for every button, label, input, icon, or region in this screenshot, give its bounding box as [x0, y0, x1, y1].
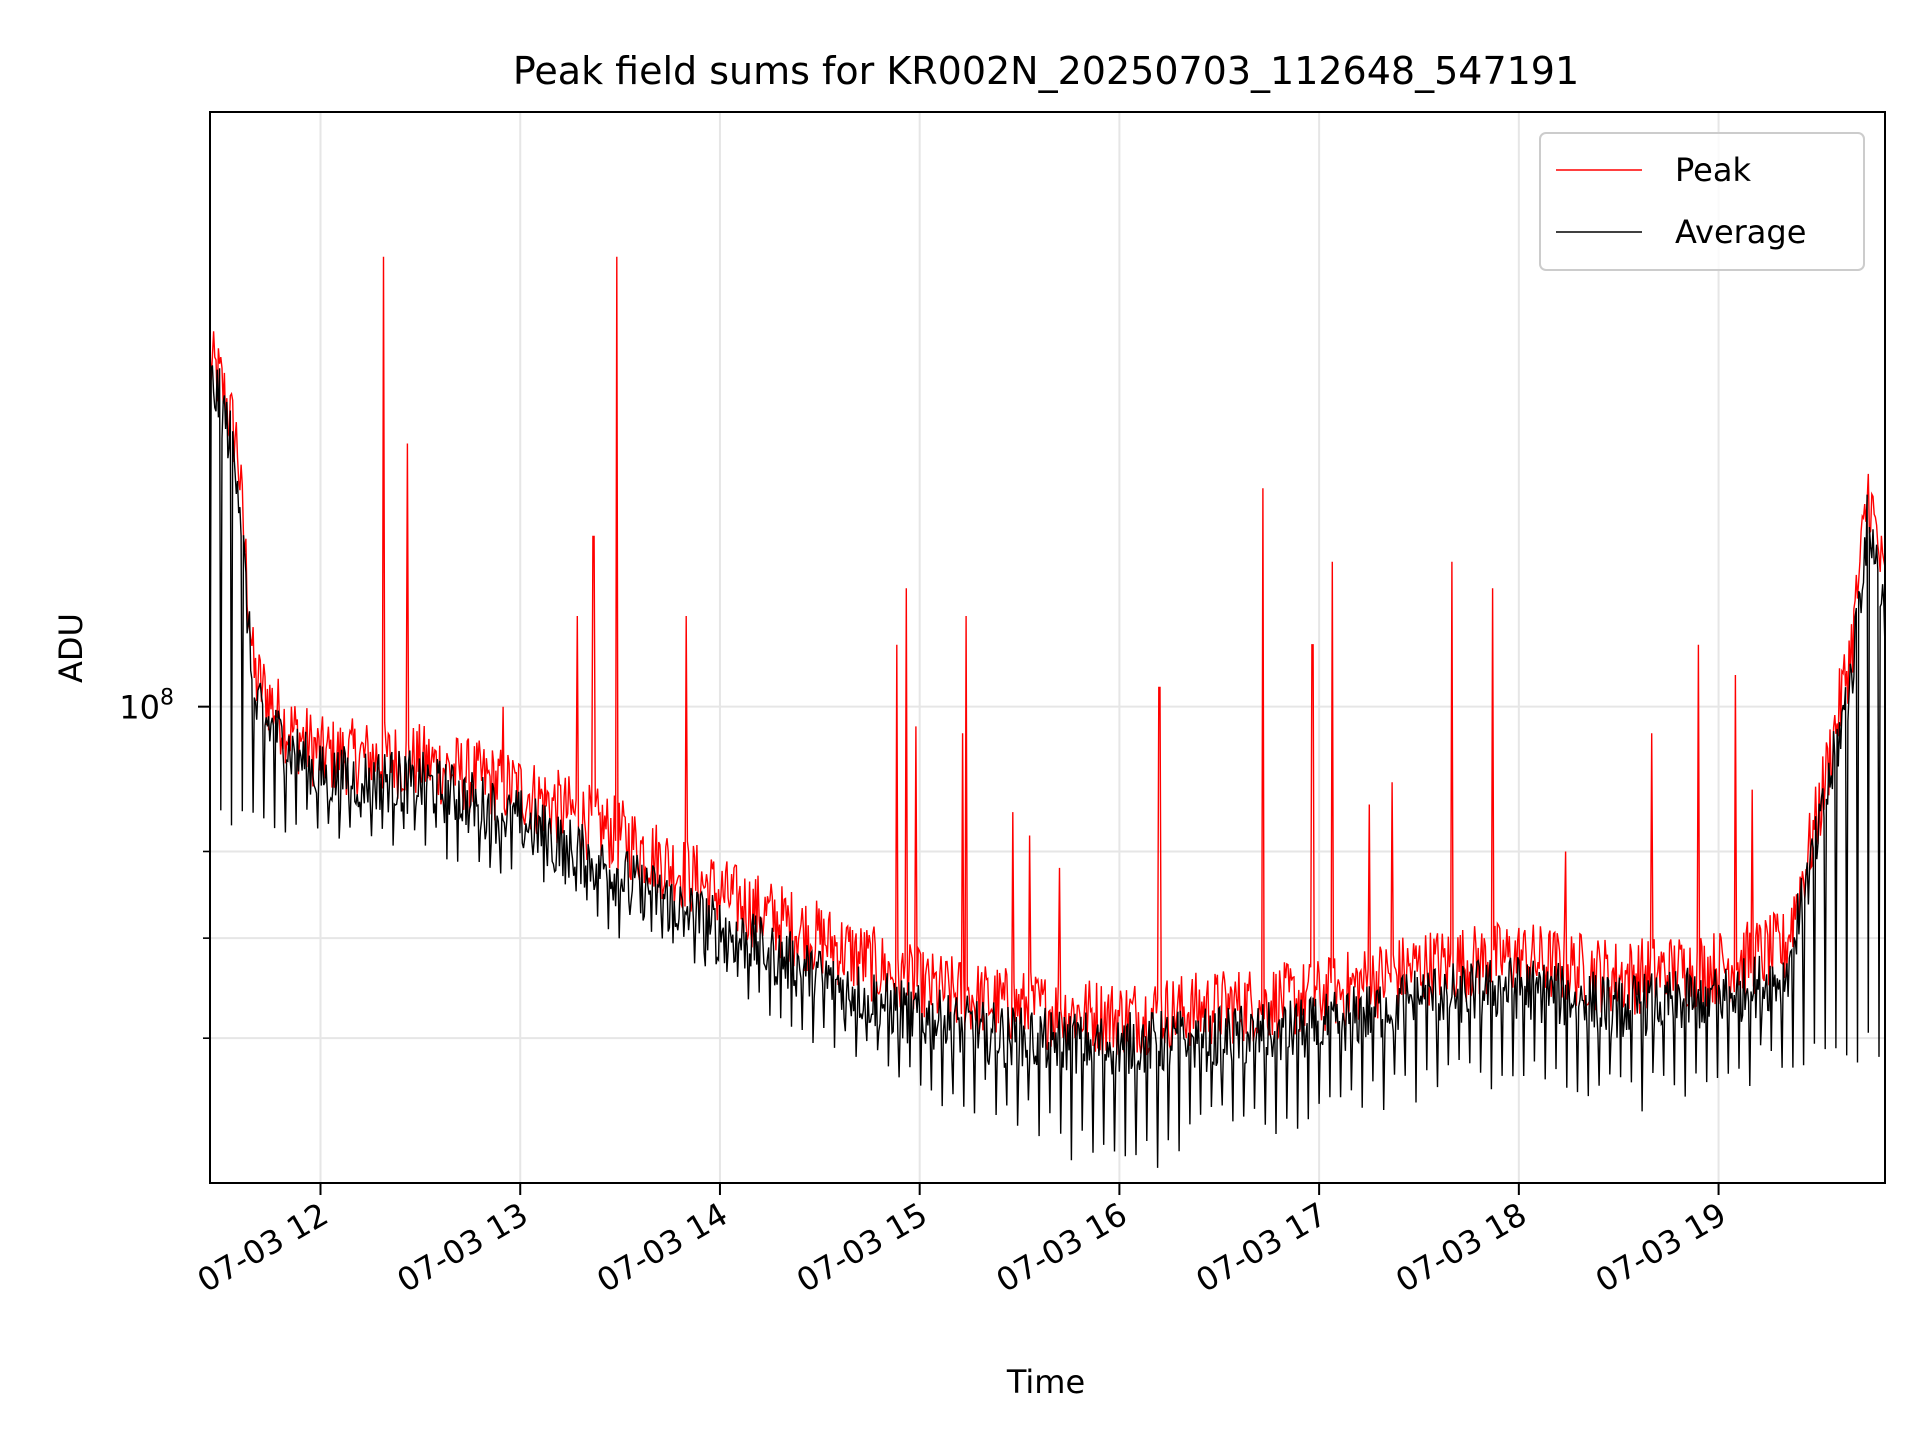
series-line-average	[209, 365, 1886, 1168]
y-axis-label: ADU	[52, 613, 90, 683]
plot-frame	[209, 111, 1886, 1184]
legend-box	[1539, 132, 1865, 271]
legend-label-peak: Peak	[1675, 151, 1751, 189]
legend-label-average: Average	[1675, 213, 1806, 251]
legend: Peak Average	[1539, 132, 1865, 271]
series-lines	[209, 256, 1886, 1168]
x-axis-label: Time	[1006, 1363, 1085, 1401]
chart-title: Peak field sums for KR002N_20250703_1126…	[513, 49, 1579, 93]
